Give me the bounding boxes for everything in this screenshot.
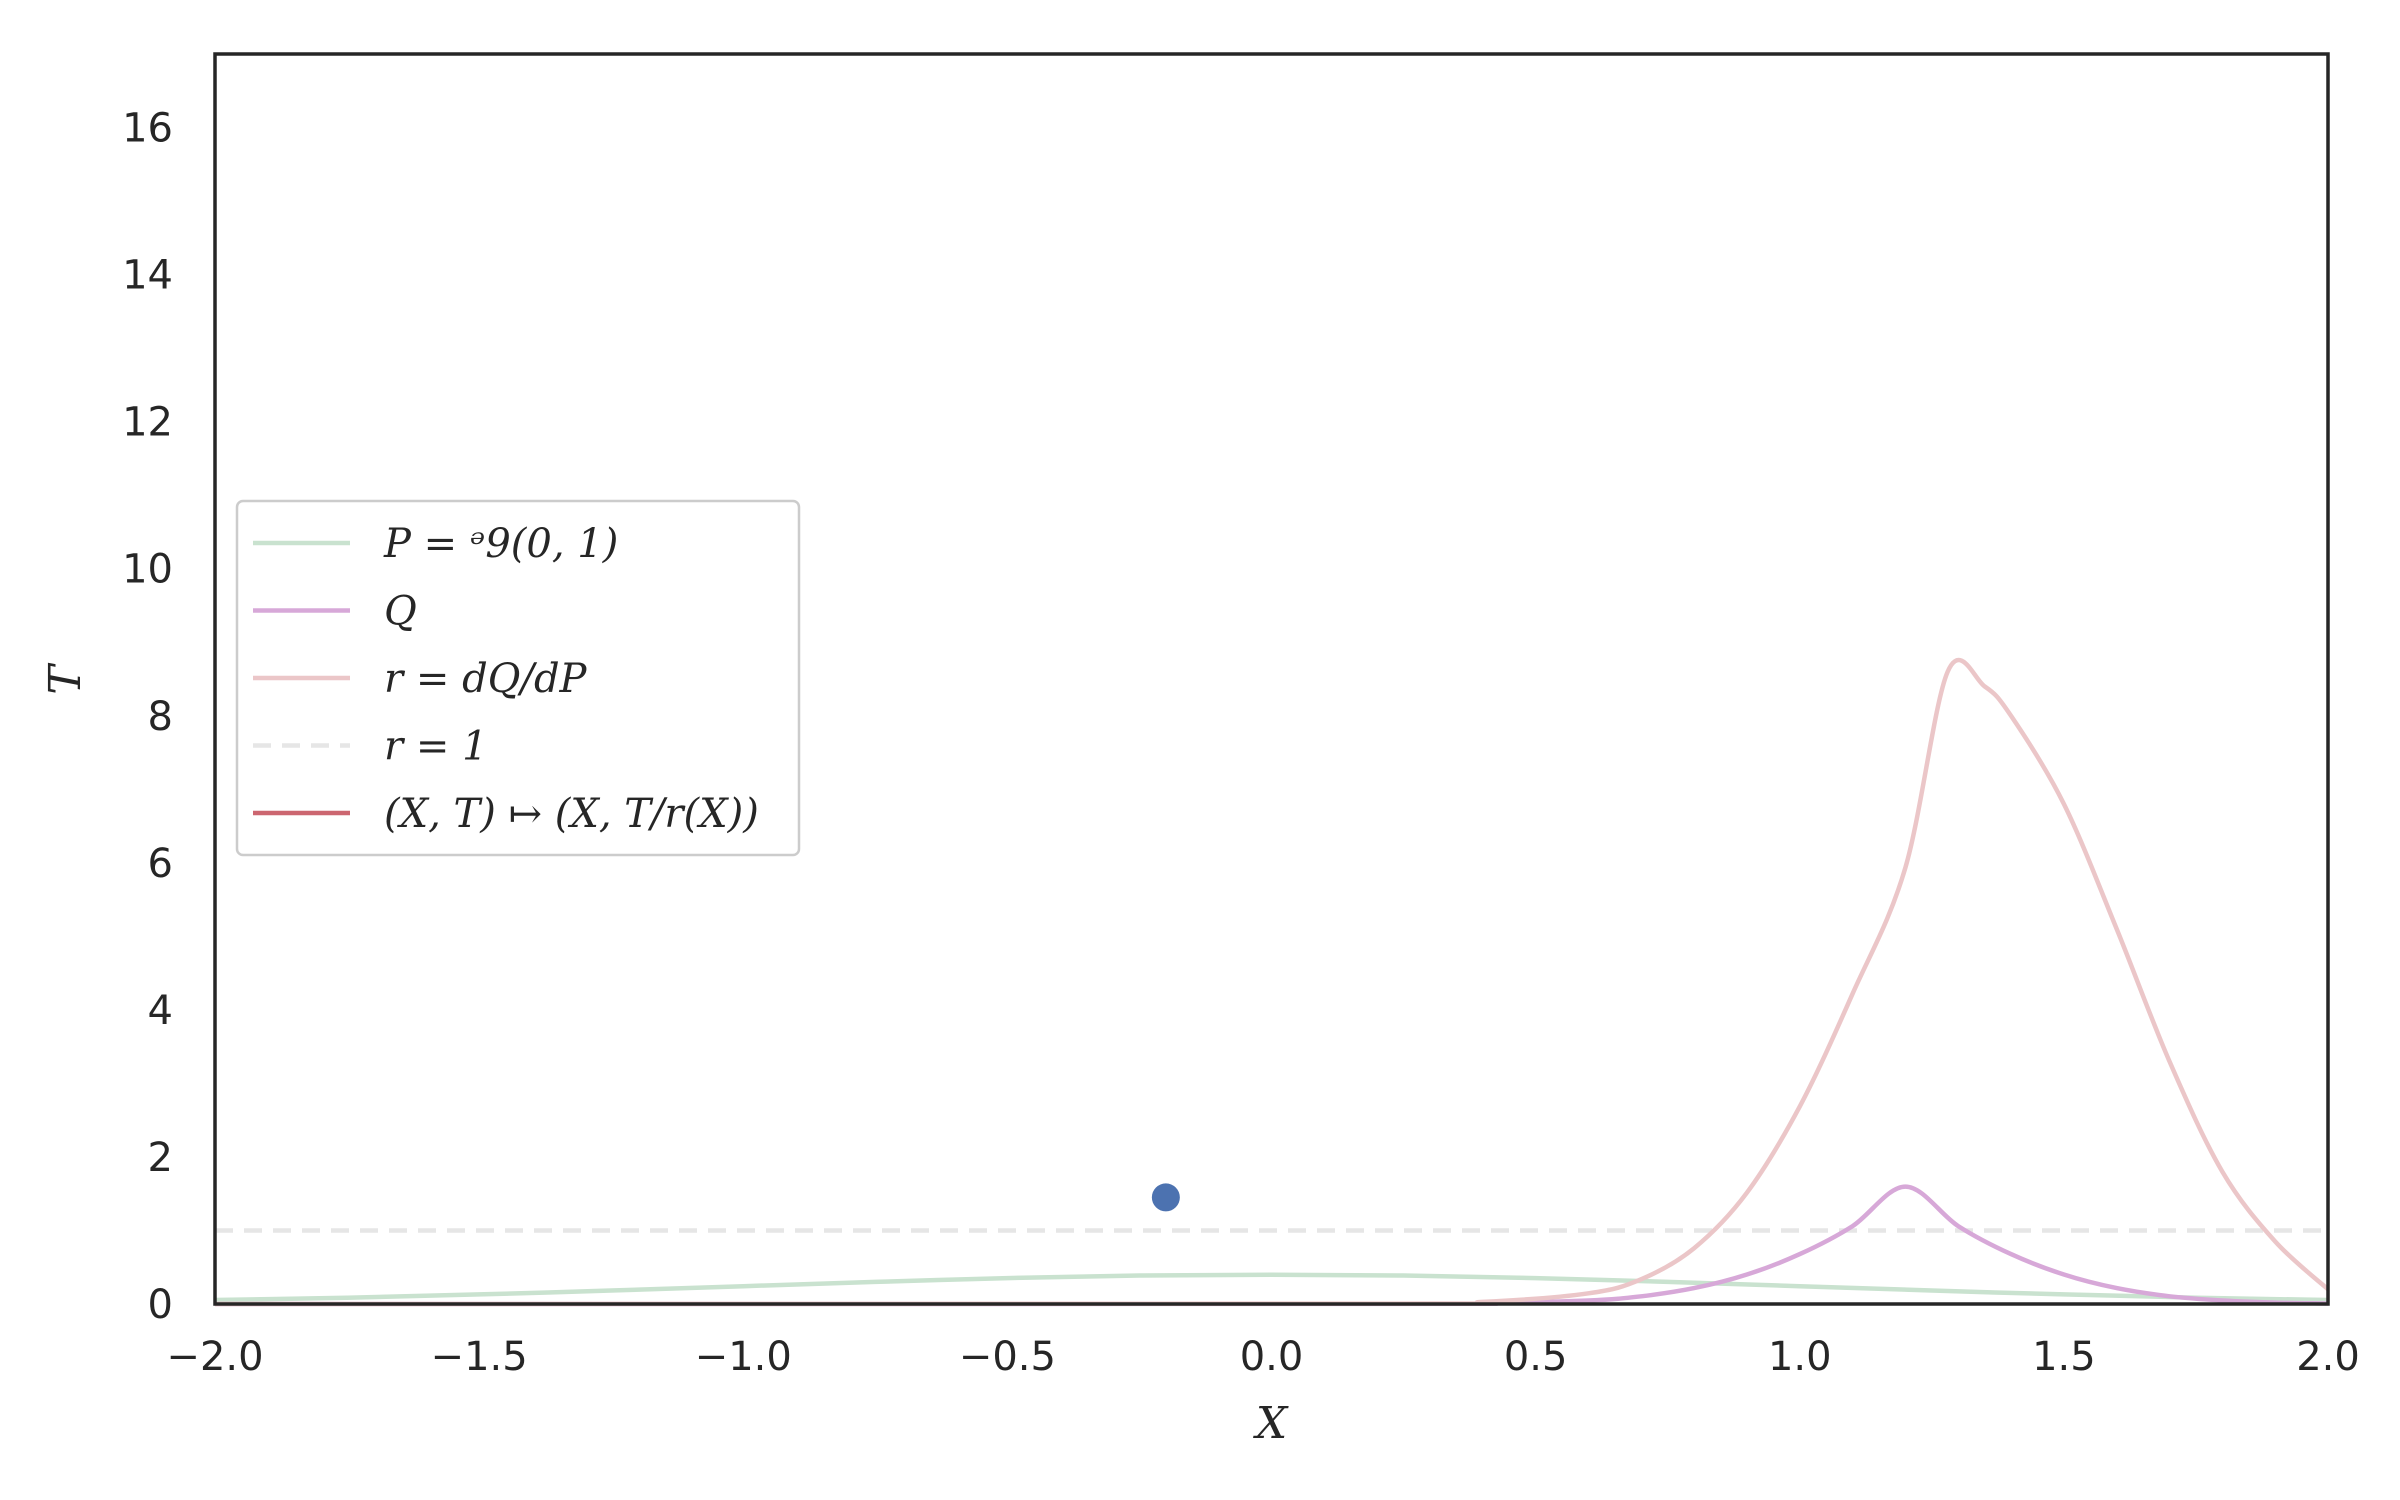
x-tick-label: −2.0 bbox=[166, 1334, 263, 1380]
x-tick-label: 0.0 bbox=[1240, 1334, 1304, 1380]
y-tick-label: 0 bbox=[148, 1282, 173, 1328]
data-point-0 bbox=[1151, 1183, 1180, 1212]
y-tick-label: 4 bbox=[148, 988, 173, 1034]
legend-label-2: r = dQ/dP bbox=[384, 656, 588, 702]
y-axis-label: T bbox=[40, 662, 91, 695]
tick-labels: −2.0 −1.5 −1.0 −0.5 0.0 0.5 1.0 1.5 2.0 0 2 4 6 8 10 12… bbox=[122, 106, 2360, 1380]
points-layer bbox=[1151, 1183, 1180, 1212]
x-tick-label: 2.0 bbox=[2296, 1334, 2360, 1380]
x-tick-label: −1.5 bbox=[431, 1334, 528, 1380]
legend-label-3: r = 1 bbox=[384, 724, 488, 770]
legend-label-0: P = ᵊ9(0, 1) bbox=[383, 521, 618, 567]
y-tick-label: 12 bbox=[122, 400, 173, 446]
x-tick-label: 1.0 bbox=[1768, 1334, 1832, 1380]
x-tick-label: −1.0 bbox=[695, 1334, 792, 1380]
legend: P = ᵊ9(0, 1) Qr = dQ/dP r = 1 (X, T) ↦ (X, … bbox=[235, 499, 801, 857]
x-tick-label: 1.5 bbox=[2032, 1334, 2096, 1380]
legend-label-4: (X, T) ↦ (X, T/r(X)) bbox=[384, 791, 759, 837]
y-tick-label: 10 bbox=[122, 547, 173, 593]
legend-box bbox=[235, 499, 801, 857]
y-tick-label: 14 bbox=[122, 253, 173, 299]
x-tick-label: 0.5 bbox=[1504, 1334, 1568, 1380]
x-tick-label: −0.5 bbox=[959, 1334, 1056, 1380]
y-tick-label: 8 bbox=[148, 694, 173, 740]
y-tick-label: 16 bbox=[122, 106, 173, 152]
y-tick-label: 6 bbox=[148, 841, 173, 887]
y-tick-label: 2 bbox=[148, 1135, 173, 1181]
x-axis-label: X bbox=[1253, 1398, 1289, 1449]
legend-label-1: Q bbox=[384, 589, 417, 635]
series-line-0 bbox=[214, 1272, 2329, 1303]
plot-frame bbox=[213, 52, 2330, 1306]
series-line-1 bbox=[214, 1184, 2329, 1307]
